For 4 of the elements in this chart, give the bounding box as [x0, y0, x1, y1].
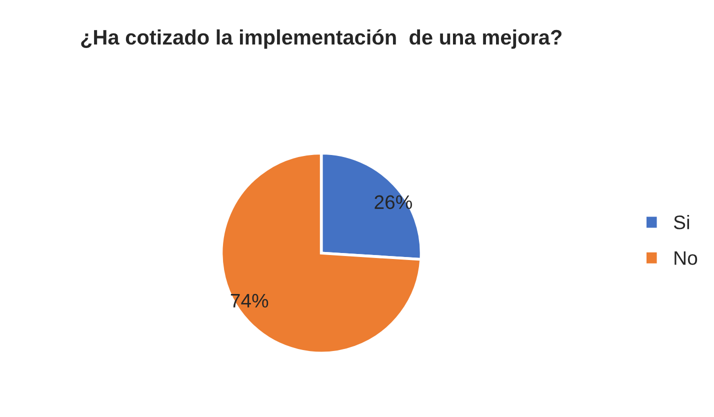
- legend-label: Si: [674, 214, 690, 230]
- pie-slice: [220, 152, 422, 354]
- legend-label: No: [674, 251, 698, 265]
- chart-title: ¿Ha cotizado la implementación de una mejora?: [81, 29, 562, 49]
